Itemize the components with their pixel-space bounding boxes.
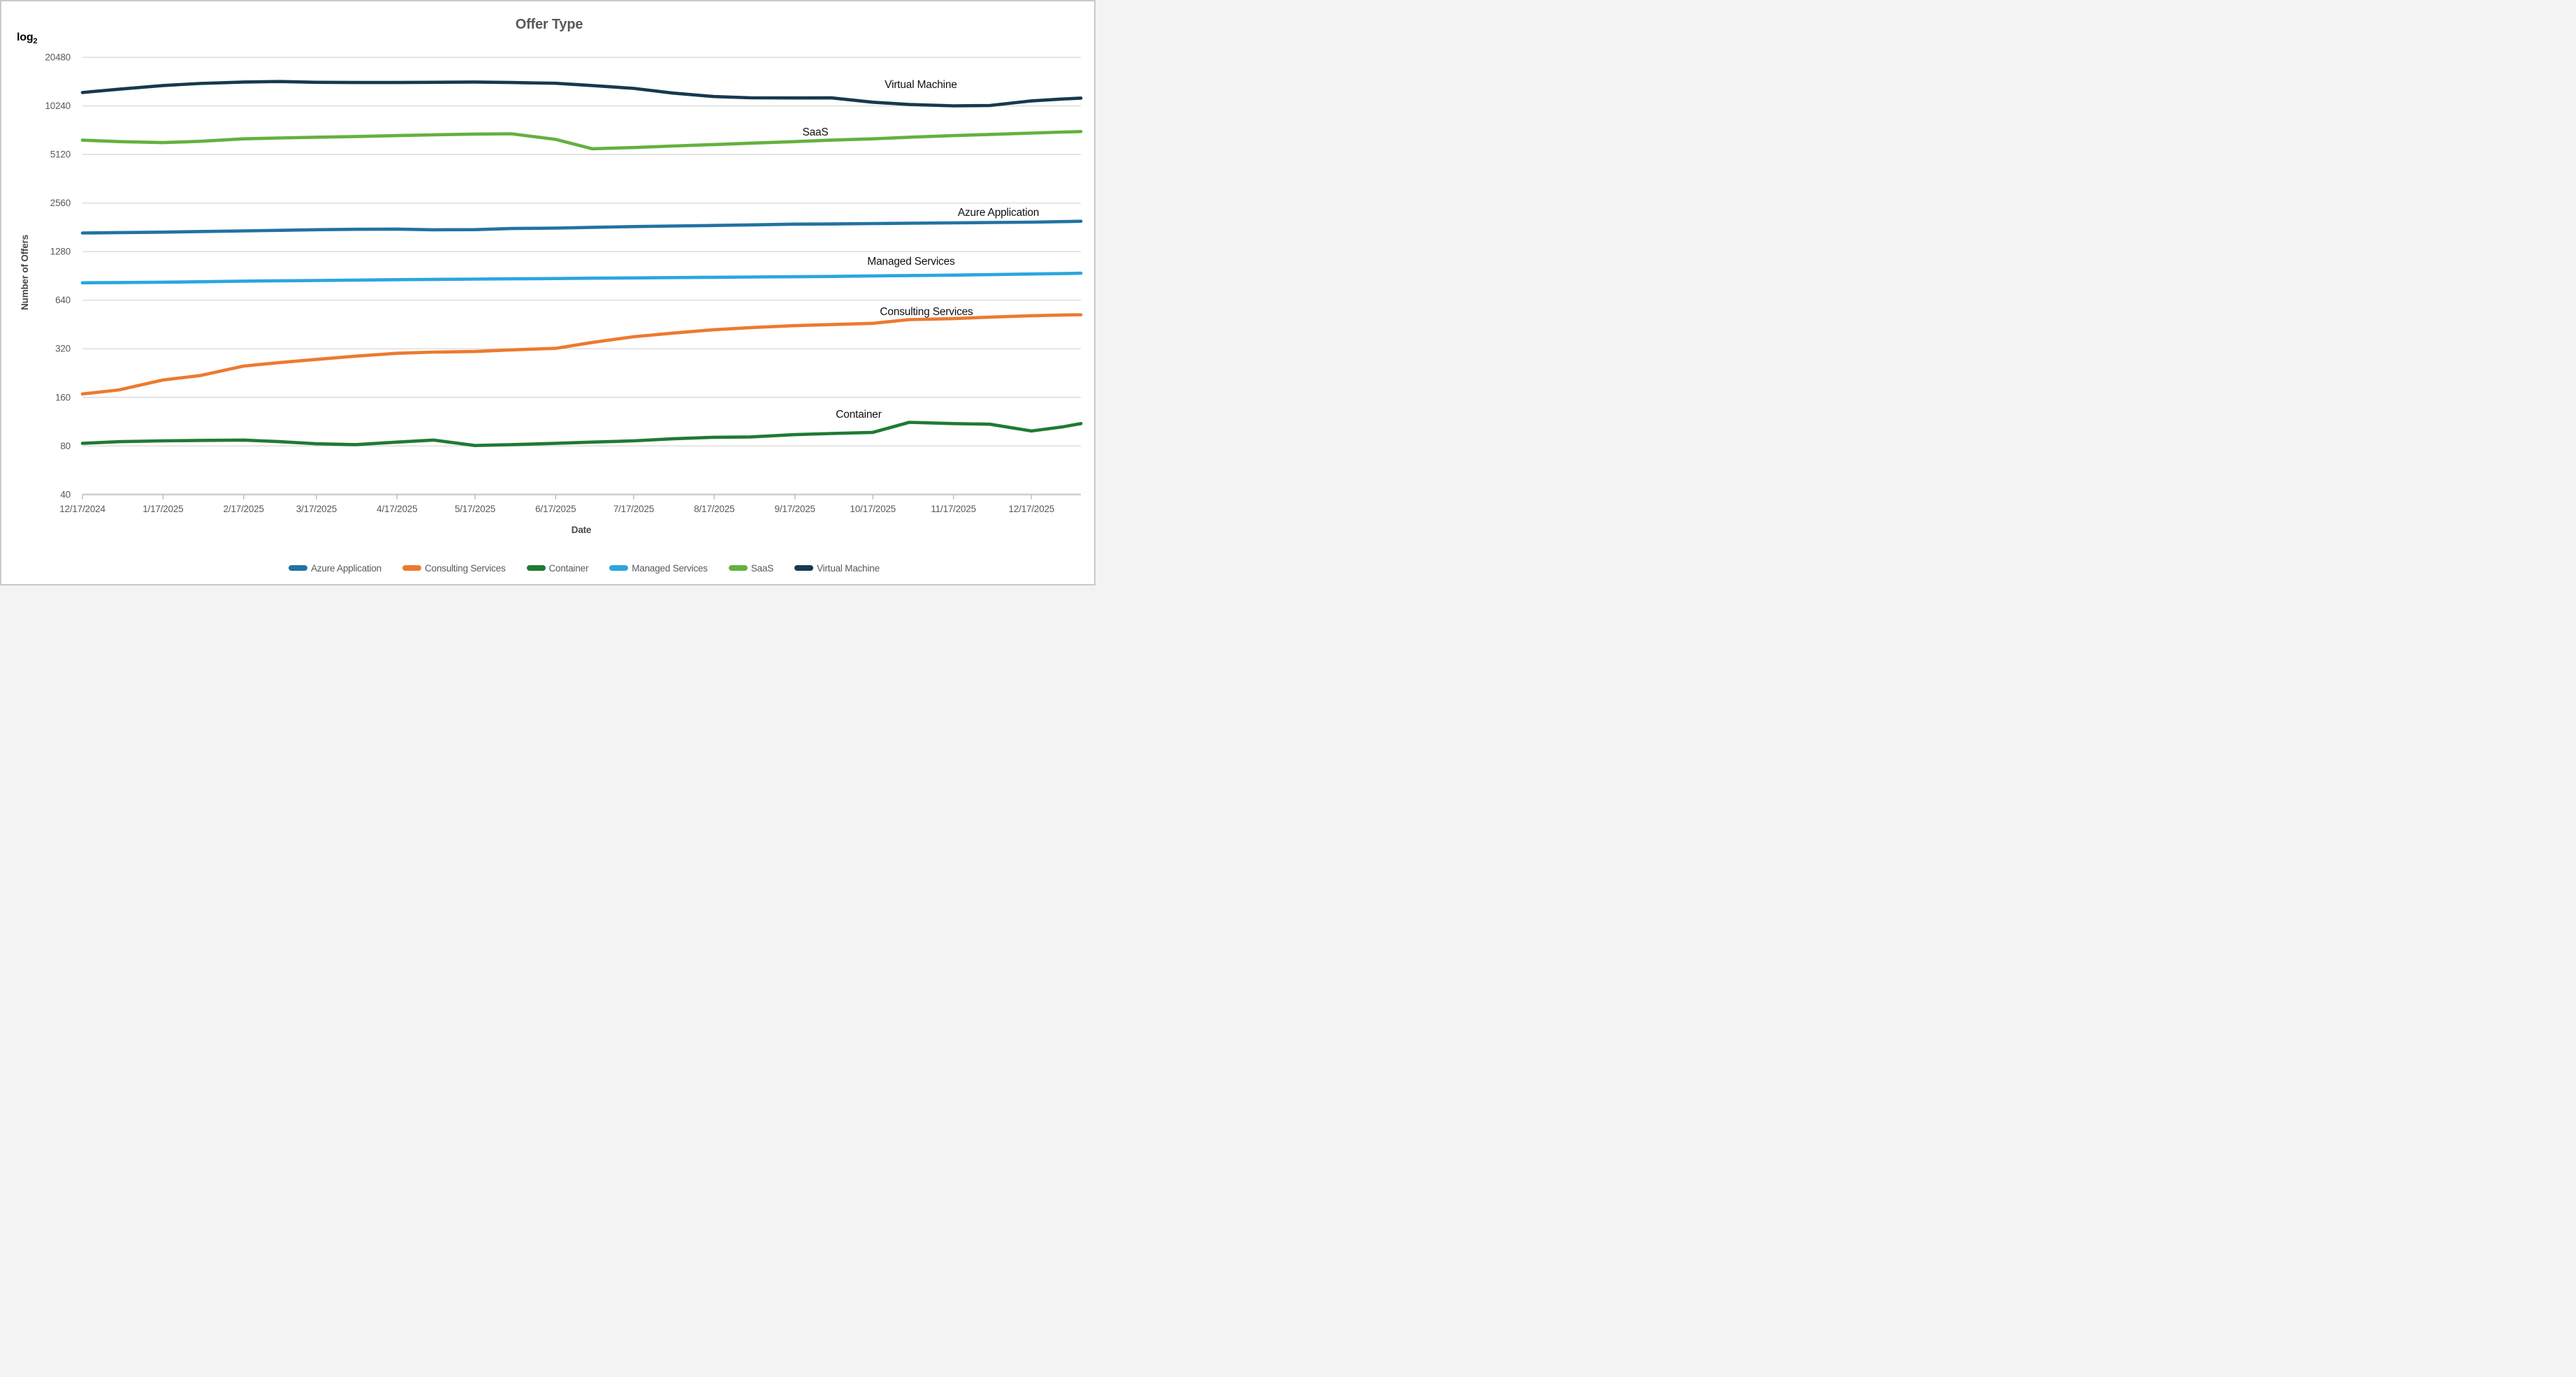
legend-item-virtual-machine: Virtual Machine: [794, 563, 880, 574]
legend-label: SaaS: [750, 562, 774, 574]
x-tick-label: 1/17/2025: [143, 504, 183, 514]
legend-item-saas: SaaS: [728, 562, 774, 574]
series-lines: [80, 80, 1083, 448]
legend-label: Virtual Machine: [817, 562, 880, 574]
legend-item-container: Container: [526, 562, 589, 574]
legend-item-azure-application: Azure Application: [289, 563, 381, 574]
x-axis-tick-labels: 12/17/2024 1/17/2025 2/17/2025 3/17/2025 4/1…: [59, 504, 1054, 514]
legend-swatch-icon: [289, 565, 308, 571]
legend-swatch-icon: [402, 565, 421, 571]
chart-title: Offer Type: [516, 17, 583, 32]
legend-label: Container: [548, 562, 589, 574]
x-tick-label: 2/17/2025: [224, 504, 264, 514]
y-tick-label: 640: [55, 295, 71, 305]
y-tick-label: 1280: [50, 247, 71, 257]
legend-label: Azure Application: [311, 562, 381, 574]
x-tick-label: 10/17/2025: [850, 504, 896, 514]
x-tick-label: 6/17/2025: [535, 504, 576, 514]
annotation-label: Consulting Services: [880, 306, 973, 318]
y-axis-tick-labels: 20480 10240 5120 2560 1280 640 320 160 80 40: [45, 52, 71, 500]
annotation-label: Container: [836, 409, 881, 421]
legend-item-managed-services: Managed Services: [609, 563, 708, 574]
x-tick-label: 9/17/2025: [775, 504, 815, 514]
legend-label: Consulting Services: [424, 562, 506, 574]
x-tick-label: 5/17/2025: [455, 504, 495, 514]
y-tick-label: 160: [55, 392, 71, 402]
x-axis-ticks: [82, 494, 1033, 500]
x-tick-label: 12/17/2024: [59, 504, 105, 514]
gridlines: [82, 57, 1082, 496]
series-annotations: Virtual Machine SaaS Azure Application Mana…: [802, 79, 1039, 421]
x-tick-label: 12/17/2025: [1009, 504, 1055, 514]
y-axis-title: Number of Offers: [20, 235, 30, 310]
x-tick-label: 4/17/2025: [377, 504, 417, 514]
series-line-saas: [80, 130, 1083, 151]
x-tick-label: 11/17/2025: [931, 504, 976, 514]
x-axis-title: Date: [572, 525, 592, 535]
x-tick-label: 3/17/2025: [296, 504, 337, 514]
annotation-label: Virtual Machine: [885, 79, 957, 91]
annotation-label: Managed Services: [867, 256, 955, 268]
y-tick-label: 320: [55, 344, 71, 354]
log-scale-label: log2: [17, 31, 37, 45]
annotation-label: SaaS: [802, 126, 828, 138]
y-tick-label: 40: [60, 489, 71, 500]
legend-swatch-icon: [728, 565, 748, 571]
offer-type-line-chart: 20480 10240 5120 2560 1280 640 320 160 80 40 12/1…: [17, 17, 1083, 535]
legend-label: Managed Services: [632, 562, 708, 574]
y-tick-label: 80: [60, 441, 71, 451]
series-line-azure-application: [80, 219, 1083, 235]
chart-window: 20480 10240 5120 2560 1280 640 320 160 80 40 12/1…: [0, 0, 1096, 585]
legend-swatch-icon: [609, 565, 629, 571]
y-tick-label: 2560: [50, 198, 71, 208]
series-line-container: [80, 421, 1083, 448]
series-line-virtual-machine: [80, 80, 1083, 108]
legend-swatch-icon: [794, 565, 814, 571]
x-tick-label: 7/17/2025: [613, 504, 654, 514]
legend: Azure Application Consulting Services Cont…: [74, 560, 1094, 576]
legend-item-consulting-services: Consulting Services: [402, 563, 506, 574]
legend-swatch-icon: [526, 565, 546, 571]
y-tick-label: 5120: [50, 150, 71, 160]
series-line-consulting-services: [80, 313, 1083, 396]
y-tick-label: 10240: [45, 101, 71, 111]
annotation-label: Azure Application: [958, 207, 1039, 219]
x-tick-label: 8/17/2025: [694, 504, 734, 514]
series-line-managed-services: [80, 271, 1083, 285]
y-tick-label: 20480: [45, 52, 71, 63]
